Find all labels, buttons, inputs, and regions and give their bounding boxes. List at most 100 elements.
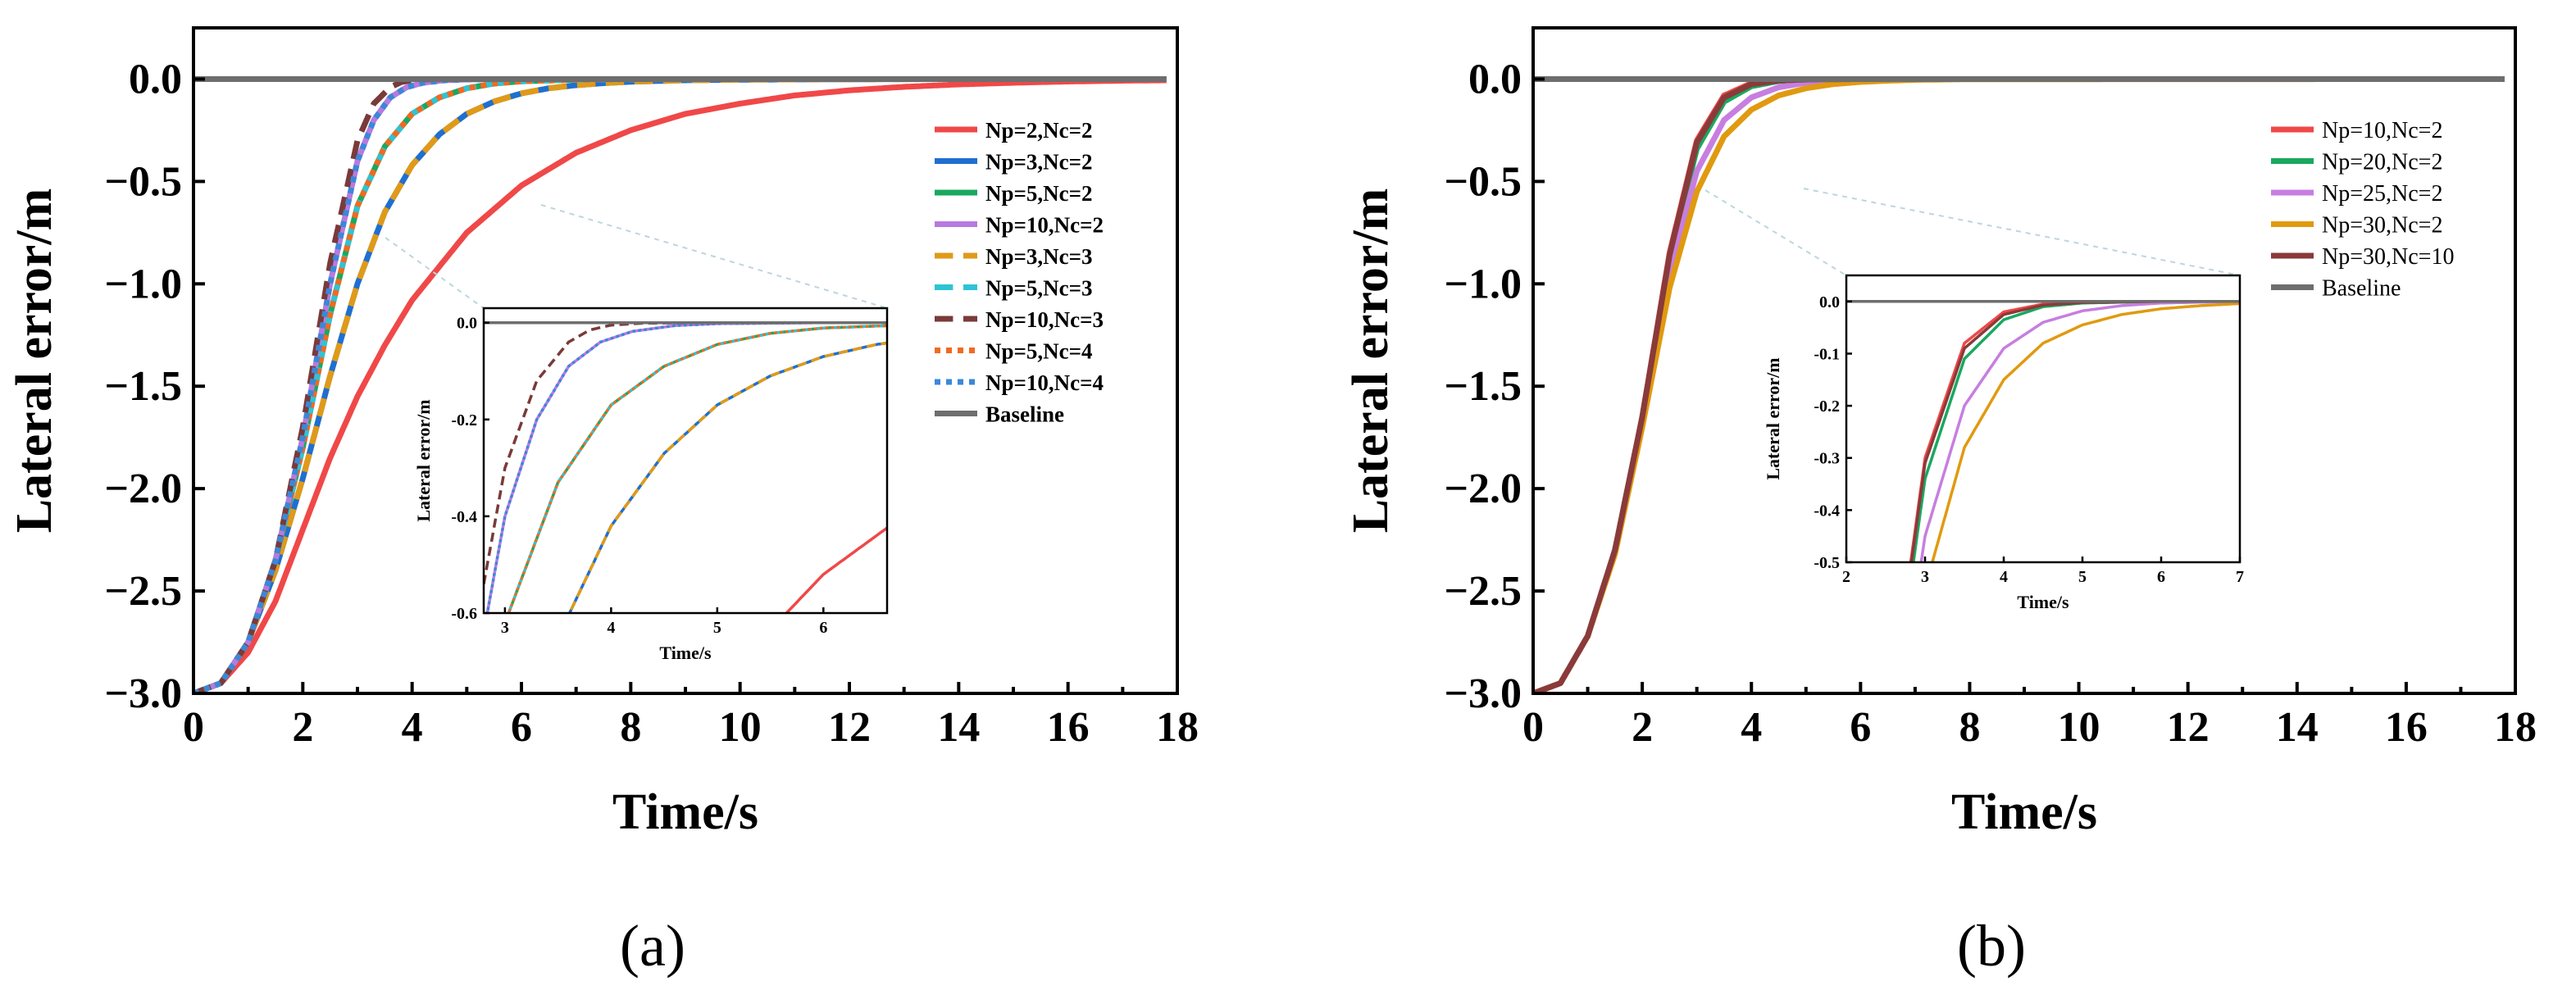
legend-label: Np=10,Nc=4 — [985, 370, 1104, 395]
x-tick-label: 0 — [1522, 704, 1544, 751]
x-tick-label: 4 — [1741, 704, 1762, 751]
legend-label: Np=25,Nc=2 — [2322, 181, 2442, 207]
panel-caption: (a) — [620, 913, 685, 979]
x-axis-label: Time/s — [612, 784, 758, 840]
x-tick-label: 2 — [1632, 704, 1653, 751]
zoom-connector — [1704, 189, 1847, 276]
inset-chart: 3 4 5 6 0.0 -0.2 -0.4 -0.6 Time/s Lateral error/m — [413, 307, 889, 663]
panel-b: 0 2 4 6 8 10 12 14 16 18 0.0 −0.5 −1.0 −1.5 −2.0 −2.5 −3… — [1343, 26, 2537, 979]
x-tick-label: 0 — [183, 704, 204, 751]
y-axis-label: Lateral error/m — [7, 189, 62, 534]
series-line-np-2-nc-2 — [193, 77, 1167, 693]
y-tick-label: −0.5 — [1444, 158, 1522, 205]
inset-series-line-np-3-nc-3 — [567, 341, 887, 613]
legend-label: Np=10,Nc=3 — [985, 307, 1104, 332]
inset-x-axis-label: Time/s — [659, 643, 712, 663]
series-line-np-10-nc-4 — [193, 76, 1167, 693]
legend-label: Baseline — [985, 402, 1064, 427]
series-lines — [1533, 76, 2505, 693]
legend-label: Np=5,Nc=4 — [985, 339, 1093, 364]
x-tick-label: 14 — [937, 704, 980, 751]
inset-y-tick-label: -0.1 — [1814, 345, 1840, 363]
inset-frame — [1845, 274, 2241, 564]
inset-series-line-np-10-nc-4 — [485, 320, 887, 613]
inset-x-tick-label: 2 — [1842, 568, 1850, 586]
legend-label: Np=3,Nc=3 — [985, 244, 1093, 269]
panel-caption: (b) — [1957, 913, 2026, 979]
legend-label: Np=30,Nc=10 — [2322, 244, 2454, 270]
zoom-connector — [385, 237, 485, 309]
inset-y-tick-label: -0.5 — [1814, 554, 1840, 572]
x-tick-label: 6 — [1850, 704, 1871, 751]
inset-x-tick-label: 3 — [1921, 568, 1929, 586]
x-tick-label: 4 — [402, 704, 423, 751]
y-tick-label: 0.0 — [129, 56, 182, 102]
inset-y-tick-label: -0.2 — [1814, 398, 1840, 416]
inset-x-axis-label: Time/s — [2017, 592, 2069, 612]
inset-x-tick-label: 6 — [819, 619, 827, 637]
inset-y-tick-label: 0.0 — [1819, 293, 1840, 311]
zoom-connector — [540, 204, 888, 309]
x-tick-label: 6 — [511, 704, 532, 751]
y-tick-label: 0.0 — [1468, 56, 1522, 102]
inset-y-tick-label: 0.0 — [457, 315, 477, 333]
inset-y-tick-label: -0.6 — [451, 605, 477, 623]
legend-label: Np=10,Nc=2 — [2322, 118, 2442, 143]
y-tick-label: −1.5 — [104, 363, 182, 410]
y-tick-label: −3.0 — [1444, 670, 1522, 717]
inset-x-tick-label: 4 — [2000, 568, 2008, 586]
legend-label: Np=2,Nc=2 — [985, 118, 1093, 143]
legend-label: Np=3,Nc=2 — [985, 150, 1093, 175]
x-axis-label: Time/s — [1951, 784, 2097, 840]
zoom-connector — [1803, 188, 2241, 276]
inset-series-line-np-2-nc-2 — [784, 526, 887, 613]
inset-series-lines — [484, 320, 887, 613]
inset-x-tick-label: 5 — [713, 619, 721, 637]
inset-x-tick-label: 3 — [501, 619, 509, 637]
inset-x-tick-label: 5 — [2078, 568, 2087, 586]
legend-label: Np=30,Nc=2 — [2322, 213, 2442, 239]
x-tick-label: 18 — [1156, 704, 1199, 751]
inset-y-tick-label: -0.2 — [451, 411, 477, 429]
x-tick-label: 8 — [1959, 704, 1980, 751]
x-tick-label: 14 — [2276, 704, 2319, 751]
y-tick-label: −2.0 — [104, 466, 182, 512]
y-tick-label: −2.5 — [1444, 568, 1522, 615]
series-lines — [193, 76, 1167, 693]
inset-series-line-np-5-nc-4 — [507, 324, 887, 613]
x-tick-label: 10 — [2058, 704, 2100, 751]
x-tick-label: 12 — [2167, 704, 2210, 751]
panel-a: 0 2 4 6 8 10 12 14 16 18 0.0 −0.5 −1.0 −1.5 −2.0 −2.5 −3… — [7, 26, 1199, 979]
x-tick-label: 10 — [719, 704, 762, 751]
inset-chart: 2 3 4 5 6 7 0.0 -0.1 -0.2 -0.3 -0.4 -0.5 Time/s Later… — [1763, 274, 2244, 612]
inset-y-tick-label: -0.3 — [1814, 450, 1840, 468]
y-tick-label: −1.0 — [104, 261, 182, 307]
inset-y-tick-label: -0.4 — [1814, 502, 1840, 520]
inset-series-line-np-30-nc-2 — [1931, 302, 2240, 562]
x-tick-label: 8 — [620, 704, 641, 751]
inset-x-tick-label: 4 — [607, 619, 615, 637]
legend-label: Np=20,Nc=2 — [2322, 150, 2442, 175]
legend-label: Np=10,Nc=2 — [985, 213, 1104, 238]
legend-label: Np=5,Nc=3 — [985, 276, 1093, 301]
x-tick-label: 12 — [828, 704, 871, 751]
legend: Np=2,Nc=2 Np=3,Nc=2 Np=5,Nc=2 Np=10,Nc=2 Np=… — [935, 118, 1104, 427]
inset-frame — [482, 307, 889, 615]
inset-y-tick-label: -0.4 — [451, 508, 477, 526]
x-tick-label: 16 — [1047, 704, 1090, 751]
inset-y-axis-label: Lateral error/m — [413, 399, 434, 521]
legend: Np=10,Nc=2 Np=20,Nc=2 Np=25,Nc=2 Np=30,Nc=2… — [2271, 118, 2454, 302]
inset-series-lines — [1846, 300, 2240, 562]
y-tick-label: −0.5 — [104, 158, 182, 205]
legend-label: Baseline — [2322, 276, 2401, 302]
y-tick-label: −1.0 — [1444, 261, 1522, 307]
inset-x-tick-label: 7 — [2236, 568, 2244, 586]
x-tick-label: 18 — [2494, 704, 2537, 751]
y-axis-label: Lateral error/m — [1343, 189, 1399, 534]
y-tick-label: −2.5 — [104, 568, 182, 615]
legend-label: Np=5,Nc=2 — [985, 181, 1093, 206]
inset-x-tick-label: 6 — [2157, 568, 2165, 586]
y-tick-label: −1.5 — [1444, 363, 1522, 410]
